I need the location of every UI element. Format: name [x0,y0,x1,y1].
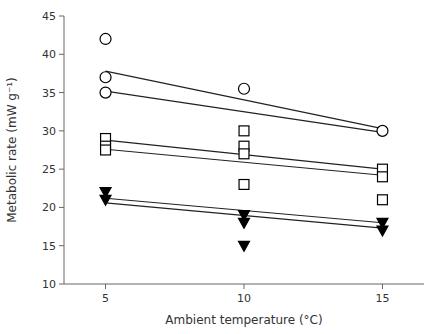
x-tick-label: 5 [102,292,109,305]
y-tick-label: 10 [42,278,56,291]
y-tick-label: 35 [42,87,56,100]
point-circle [100,87,111,98]
point-circle [239,83,250,94]
y-tick [59,169,64,170]
y-tick [59,207,64,208]
y-axis-line [64,16,65,284]
y-tick [59,284,64,285]
y-tick [59,245,64,246]
x-tick-label: 10 [237,292,251,305]
x-tick [244,284,245,289]
y-tick [59,130,64,131]
x-tick [382,284,383,289]
point-square [239,149,249,159]
y-tick-label: 15 [42,240,56,253]
y-tick-label: 20 [42,201,56,214]
y-tick-label: 45 [42,10,56,23]
chart: 5 10 15 10 15 20 25 30 35 40 45 Ambient temperature… [0,0,440,334]
point-triangle-down [239,241,250,251]
point-square [239,180,249,190]
point-triangle-down [239,218,250,228]
x-axis-label: Ambient temperature (°C) [165,313,322,327]
regression-line [106,71,383,128]
regression-line [106,140,383,169]
x-tick-label: 15 [375,292,389,305]
chart-container: 5 10 15 10 15 20 25 30 35 40 45 Ambient temperature… [0,0,440,334]
y-tick [59,16,64,17]
y-tick-label: 30 [42,125,56,138]
y-axis-label: Metabolic rate (mW g⁻¹) [5,77,19,223]
point-square [378,195,388,205]
point-triangle-down [377,226,388,236]
point-circle [100,72,111,83]
y-tick-label: 25 [42,163,56,176]
x-tick [105,284,106,289]
point-square [239,126,249,136]
y-tick [59,54,64,55]
plot-area [100,33,388,251]
regression-line [106,203,383,228]
point-circle [377,125,388,136]
point-triangle-down [100,195,111,205]
y-tick [59,92,64,93]
regression-line [106,149,383,175]
y-tick-label: 40 [42,48,56,61]
point-square [378,172,388,182]
point-circle [100,33,111,44]
point-square [101,145,111,155]
